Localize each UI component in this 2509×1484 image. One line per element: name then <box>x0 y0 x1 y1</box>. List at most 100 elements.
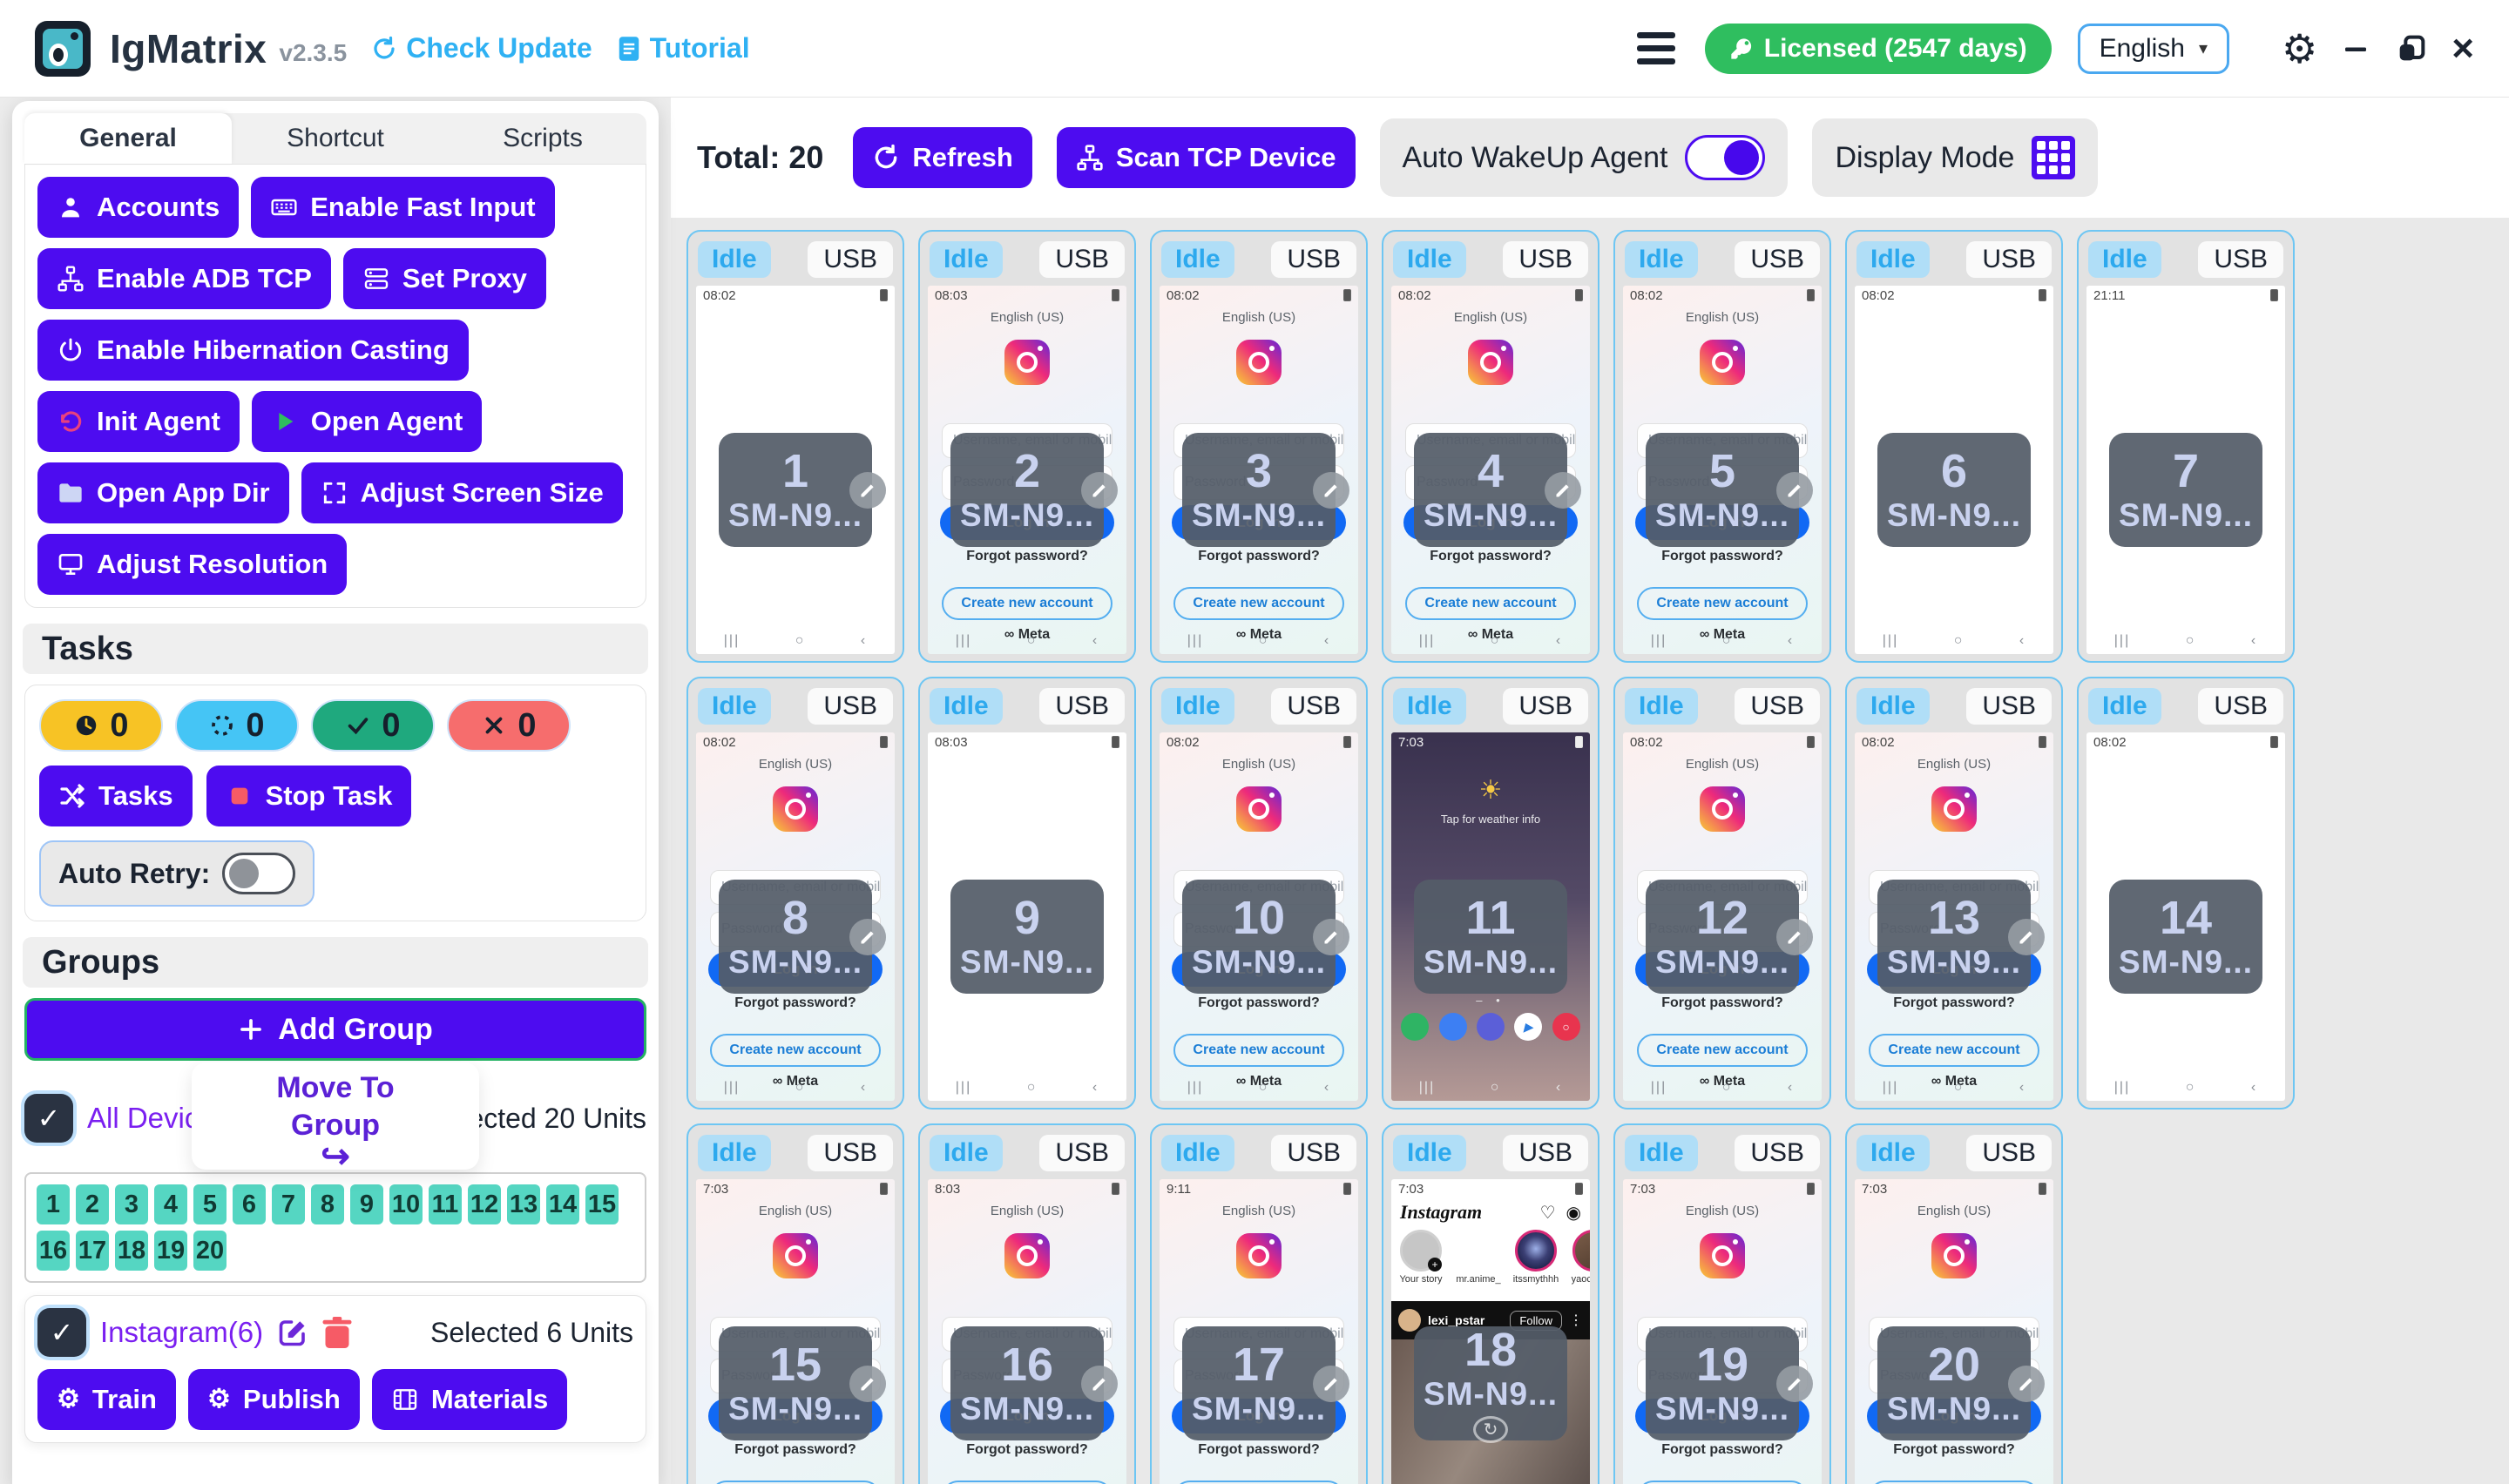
nav-back-icon[interactable]: ‹ <box>1323 633 1331 648</box>
device-status-badge[interactable]: Idle <box>1856 241 1930 278</box>
forgot-password-link[interactable]: Forgot password? <box>1198 1442 1320 1457</box>
reload-icon[interactable]: ↻ <box>1473 1415 1508 1443</box>
device-number-chip[interactable]: 1 <box>37 1184 70 1224</box>
create-account-button[interactable]: Create new account <box>710 1481 881 1484</box>
nav-back-icon[interactable]: ‹ <box>1092 1080 1099 1095</box>
nav-back-icon[interactable]: ‹ <box>1555 633 1563 648</box>
create-account-button[interactable]: Create new account <box>942 587 1112 620</box>
create-account-button[interactable]: Create new account <box>710 1034 881 1067</box>
language-select[interactable]: English ▾ <box>2077 23 2230 74</box>
device-number-chip[interactable]: 8 <box>311 1184 344 1224</box>
device-number-chip[interactable]: 3 <box>115 1184 148 1224</box>
task-counter-pending[interactable]: 0 <box>39 699 163 752</box>
device-number-chip[interactable]: 20 <box>193 1231 227 1271</box>
browser-app-icon[interactable] <box>1476 1013 1505 1041</box>
forgot-password-link[interactable]: Forgot password? <box>1893 1442 2015 1457</box>
device-number-chip[interactable]: 17 <box>76 1231 109 1271</box>
phone-screen[interactable]: 08:02 ||| ○ ‹ 14 SM-N9... <box>2086 732 2285 1101</box>
device-status-badge[interactable]: Idle <box>698 688 771 725</box>
nav-home-icon[interactable]: ○ <box>1026 633 1038 648</box>
device-card[interactable]: Idle USB 08:03 ||| ○ ‹ 9 SM-N9... <box>918 677 1136 1110</box>
edit-device-icon[interactable] <box>1776 918 1813 955</box>
check-update-link[interactable]: Check Update <box>371 32 592 64</box>
nav-back-icon[interactable]: ‹ <box>2019 633 2026 648</box>
auto-retry-toggle[interactable] <box>222 853 296 894</box>
edit-device-icon[interactable] <box>849 471 886 509</box>
story-item[interactable]: itssmythhh <box>1511 1230 1560 1298</box>
device-number-chip[interactable]: 13 <box>507 1184 540 1224</box>
device-status-badge[interactable]: Idle <box>1625 1135 1698 1171</box>
device-status-badge[interactable]: Idle <box>1161 688 1234 725</box>
device-status-badge[interactable]: Idle <box>1625 688 1698 725</box>
minimize-icon[interactable] <box>2340 33 2371 64</box>
story-item[interactable]: yaochangf <box>1569 1230 1590 1298</box>
menu-icon[interactable] <box>1636 32 1675 64</box>
forgot-password-link[interactable]: Forgot password? <box>1661 1442 1783 1457</box>
accounts-button[interactable]: Accounts <box>37 177 240 238</box>
settings-gear-icon[interactable]: ⚙ <box>2282 25 2318 71</box>
create-account-button[interactable]: Create new account <box>1869 1481 2039 1484</box>
device-status-badge[interactable]: Idle <box>1393 241 1466 278</box>
task-counter-success[interactable]: 0 <box>311 699 435 752</box>
init-agent-button[interactable]: Init Agent <box>37 391 240 452</box>
instagram-group-checkbox[interactable]: ✓ <box>37 1308 86 1357</box>
device-status-badge[interactable]: Idle <box>1856 1135 1930 1171</box>
device-status-badge[interactable]: Idle <box>1393 688 1466 725</box>
materials-button[interactable]: Materials <box>371 1369 568 1430</box>
nav-recent-icon[interactable]: ||| <box>955 1080 972 1095</box>
edit-group-icon[interactable] <box>277 1317 308 1348</box>
phone-app-icon[interactable] <box>1401 1013 1430 1041</box>
nav-recent-icon[interactable]: ||| <box>1418 633 1436 648</box>
create-account-button[interactable]: Create new account <box>1637 1481 1808 1484</box>
tutorial-link[interactable]: Tutorial <box>617 32 750 64</box>
create-account-button[interactable]: Create new account <box>1173 587 1344 620</box>
nav-recent-icon[interactable]: ||| <box>723 1080 741 1095</box>
edit-device-icon[interactable] <box>1313 471 1349 509</box>
edit-device-icon[interactable] <box>1545 471 1581 509</box>
task-counter-running[interactable]: 0 <box>175 699 299 752</box>
create-account-button[interactable]: Create new account <box>942 1481 1112 1484</box>
device-card[interactable]: Idle USB 08:02 ||| ○ ‹ 1 SM-N9... <box>686 230 904 663</box>
edit-device-icon[interactable] <box>1776 471 1813 509</box>
move-to-group-arrow-icon[interactable]: ↪ <box>321 1137 350 1176</box>
forgot-password-link[interactable]: Forgot password? <box>1430 549 1552 563</box>
nav-home-icon[interactable]: ○ <box>1490 633 1501 648</box>
nav-recent-icon[interactable]: ||| <box>2113 1080 2131 1095</box>
forgot-password-link[interactable]: Forgot password? <box>1661 995 1783 1010</box>
device-status-badge[interactable]: Idle <box>1161 241 1234 278</box>
nav-back-icon[interactable]: ‹ <box>1787 1080 1795 1095</box>
device-number-chip[interactable]: 18 <box>115 1231 148 1271</box>
edit-device-icon[interactable] <box>1313 918 1349 955</box>
device-number-chip[interactable]: 19 <box>154 1231 187 1271</box>
nav-home-icon[interactable]: ○ <box>2185 633 2196 648</box>
auto-wakeup-toggle[interactable] <box>1685 135 1766 180</box>
device-status-badge[interactable]: Idle <box>930 241 1003 278</box>
device-number-chip[interactable]: 5 <box>193 1184 227 1224</box>
device-number-chip[interactable]: 6 <box>233 1184 266 1224</box>
nav-recent-icon[interactable]: ||| <box>1650 633 1667 648</box>
edit-device-icon[interactable] <box>2008 918 2045 955</box>
story-item[interactable]: mr.anime_ <box>1454 1230 1503 1298</box>
phone-screen[interactable]: 08:02 ||| ○ ‹ 6 SM-N9... <box>1855 286 2053 654</box>
nav-home-icon[interactable]: ○ <box>1258 633 1269 648</box>
nav-recent-icon[interactable]: ||| <box>1882 1080 1899 1095</box>
nav-home-icon[interactable]: ○ <box>795 1080 806 1095</box>
refresh-button[interactable]: Refresh <box>853 127 1032 188</box>
scan-tcp-button[interactable]: Scan TCP Device <box>1056 127 1356 188</box>
device-status-badge[interactable]: Idle <box>698 1135 771 1171</box>
nav-back-icon[interactable]: ‹ <box>2250 633 2258 648</box>
more-icon[interactable]: ⋮ <box>1569 1313 1583 1328</box>
create-account-button[interactable]: Create new account <box>1173 1034 1344 1067</box>
device-number-chip[interactable]: 16 <box>37 1231 70 1271</box>
playstore-app-icon[interactable]: ▶ <box>1514 1013 1543 1041</box>
